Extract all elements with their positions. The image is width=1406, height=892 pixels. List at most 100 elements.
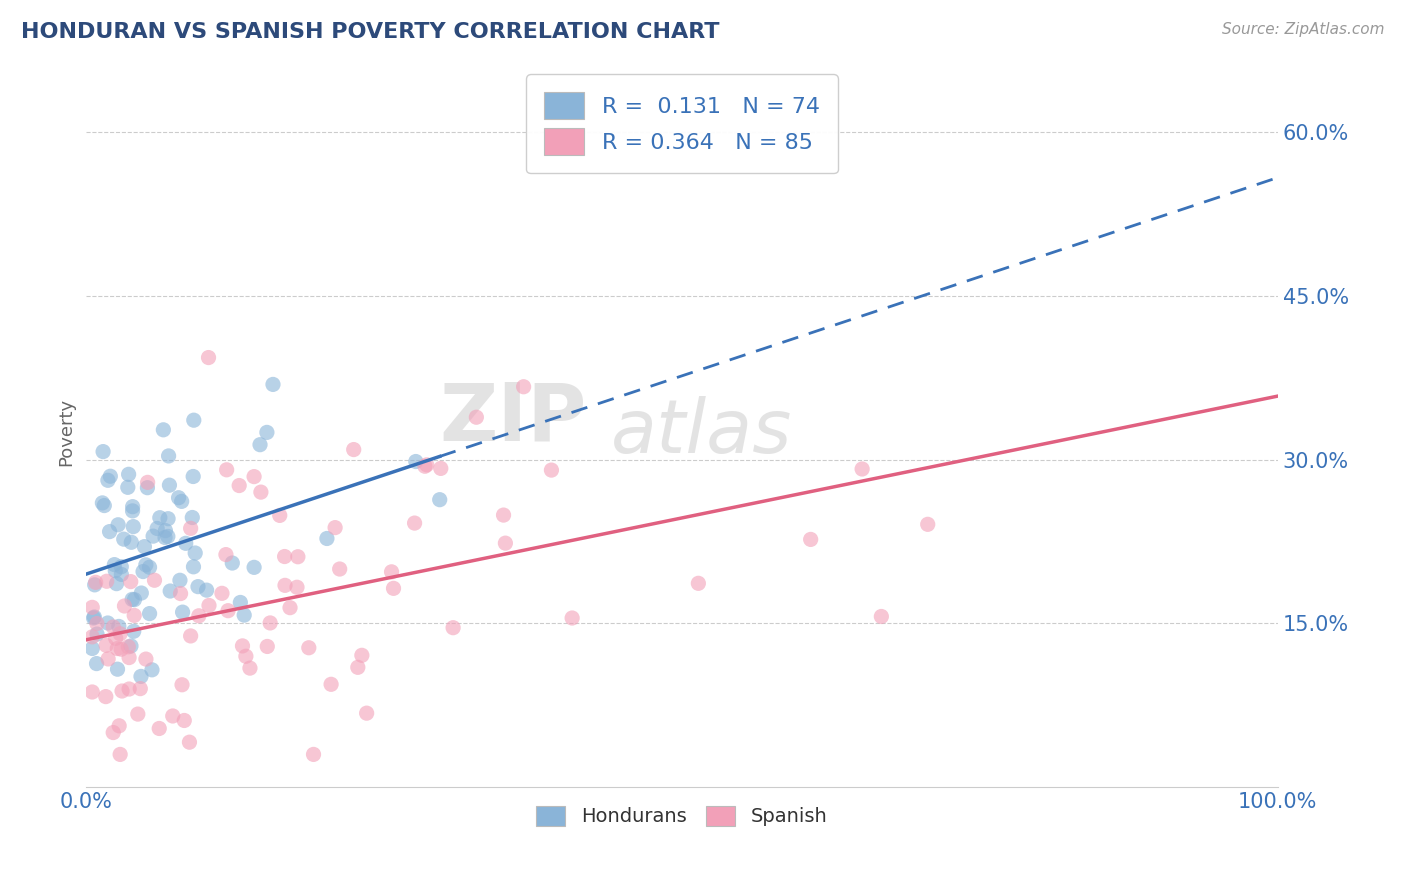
Point <box>183 413 205 427</box>
Point <box>329 562 352 576</box>
Point <box>183 559 205 574</box>
Point <box>122 519 145 533</box>
Point <box>249 438 271 452</box>
Point <box>870 609 893 624</box>
Point <box>91 496 114 510</box>
Point <box>346 660 368 674</box>
Point <box>114 599 136 613</box>
Point <box>800 533 823 547</box>
Text: atlas: atlas <box>610 396 792 468</box>
Point <box>108 627 131 641</box>
Point <box>159 584 181 599</box>
Point <box>494 536 516 550</box>
Point <box>259 615 281 630</box>
Point <box>159 478 181 492</box>
Point <box>110 567 132 582</box>
Point <box>380 565 402 579</box>
Point <box>356 706 378 721</box>
Point <box>122 608 145 623</box>
Point <box>174 536 197 550</box>
Point <box>441 621 464 635</box>
Point <box>228 478 250 492</box>
Point <box>215 548 238 562</box>
Point <box>98 524 121 539</box>
Point <box>274 578 297 592</box>
Point <box>97 473 120 487</box>
Point <box>217 604 239 618</box>
Point <box>250 485 273 500</box>
Point <box>152 423 174 437</box>
Point <box>91 444 114 458</box>
Point <box>118 681 141 696</box>
Point <box>104 564 127 578</box>
Point <box>187 608 209 623</box>
Point <box>132 565 155 579</box>
Point <box>141 663 163 677</box>
Point <box>153 531 176 545</box>
Point <box>298 640 321 655</box>
Point <box>169 586 191 600</box>
Point <box>179 735 201 749</box>
Point <box>129 681 152 696</box>
Point <box>121 500 143 514</box>
Point <box>512 380 534 394</box>
Point <box>136 475 159 490</box>
Point <box>195 583 218 598</box>
Point <box>917 517 939 532</box>
Point <box>688 576 710 591</box>
Point <box>316 532 339 546</box>
Point <box>149 510 172 524</box>
Point <box>129 669 152 683</box>
Point <box>134 540 156 554</box>
Point <box>135 558 157 572</box>
Point <box>173 714 195 728</box>
Point <box>83 610 105 624</box>
Point <box>104 632 127 646</box>
Point <box>146 521 169 535</box>
Point <box>180 629 202 643</box>
Point <box>135 652 157 666</box>
Point <box>256 425 278 440</box>
Point <box>156 529 179 543</box>
Point <box>302 747 325 762</box>
Point <box>117 640 139 654</box>
Point <box>82 630 104 644</box>
Point <box>162 709 184 723</box>
Point <box>105 576 128 591</box>
Point <box>138 607 160 621</box>
Point <box>93 499 115 513</box>
Point <box>157 511 180 525</box>
Point <box>233 608 256 623</box>
Point <box>131 586 153 600</box>
Point <box>262 377 284 392</box>
Text: HONDURAN VS SPANISH POVERTY CORRELATION CHART: HONDURAN VS SPANISH POVERTY CORRELATION … <box>21 22 720 42</box>
Point <box>413 459 436 474</box>
Point <box>184 546 207 560</box>
Point <box>86 657 108 671</box>
Point <box>96 638 118 652</box>
Y-axis label: Poverty: Poverty <box>58 398 75 467</box>
Legend: Hondurans, Spanish: Hondurans, Spanish <box>529 798 835 834</box>
Point <box>350 648 373 663</box>
Point <box>82 600 104 615</box>
Point <box>187 580 209 594</box>
Point <box>287 549 309 564</box>
Point <box>256 640 278 654</box>
Point <box>94 690 117 704</box>
Point <box>97 652 120 666</box>
Point <box>103 558 125 572</box>
Point <box>167 491 190 505</box>
Point <box>285 580 308 594</box>
Point <box>120 535 142 549</box>
Point <box>83 578 105 592</box>
Point <box>269 508 291 523</box>
Point <box>122 624 145 639</box>
Point <box>136 481 159 495</box>
Point <box>105 641 128 656</box>
Point <box>143 573 166 587</box>
Point <box>138 560 160 574</box>
Point <box>215 463 238 477</box>
Point <box>429 492 451 507</box>
Point <box>107 662 129 676</box>
Point <box>243 560 266 574</box>
